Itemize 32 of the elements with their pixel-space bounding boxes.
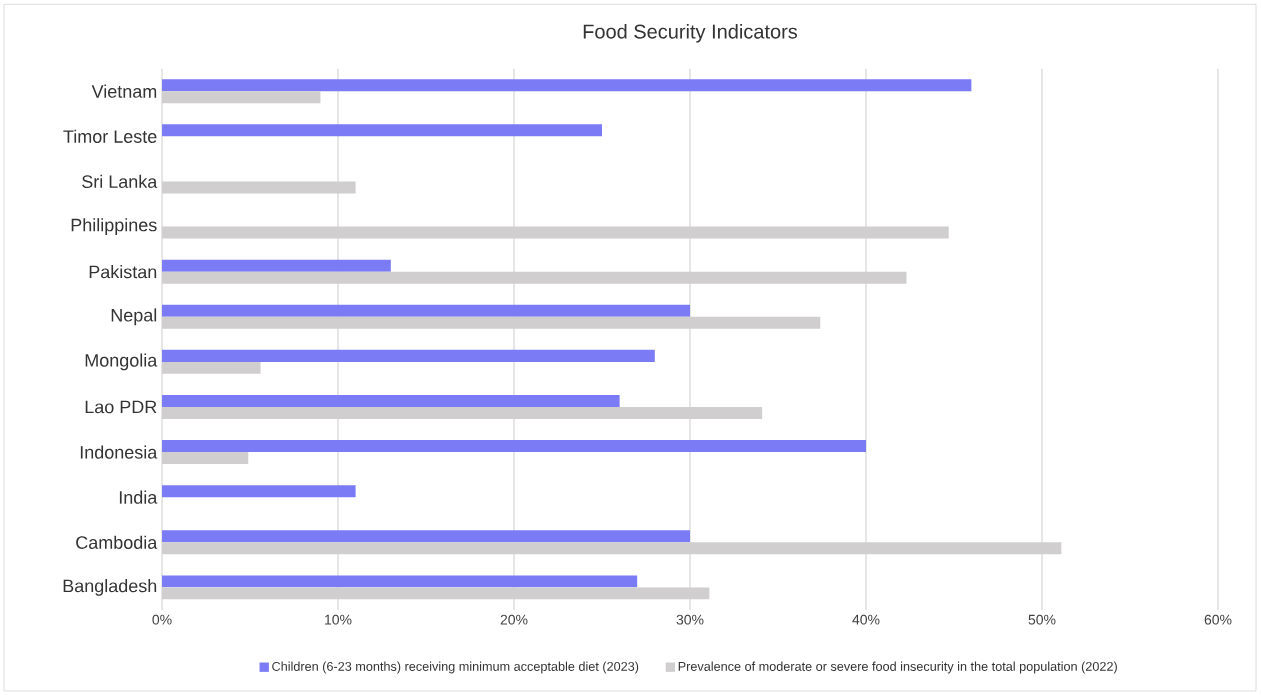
bar bbox=[162, 530, 690, 543]
bar bbox=[162, 124, 602, 137]
x-tick-label: 60% bbox=[1204, 614, 1232, 625]
legend-label: Prevalence of moderate or severe food insecurity in the total population (2022) bbox=[678, 661, 1117, 674]
x-tick-label: 10% bbox=[325, 614, 352, 625]
x-tick-label: 0% bbox=[152, 614, 172, 625]
bar bbox=[162, 440, 866, 453]
bar bbox=[162, 575, 638, 588]
legend-label: Children (6-23 months) receiving minimum acceptable diet (2023) bbox=[272, 661, 639, 674]
y-tick-label: Pakistan bbox=[89, 265, 157, 279]
bar bbox=[162, 259, 391, 272]
x-tick-label: 30% bbox=[676, 614, 704, 625]
y-tick-label: Indonesia bbox=[80, 445, 158, 459]
x-tick-label: 50% bbox=[1028, 614, 1056, 625]
y-tick-label: Vietnam bbox=[91, 84, 157, 98]
y-tick-label: Cambodia bbox=[76, 535, 158, 549]
y-tick-label: Timor Leste bbox=[63, 129, 157, 143]
y-tick-label: Mongolia bbox=[85, 353, 158, 371]
x-tick-label: 20% bbox=[500, 614, 528, 625]
y-tick-label: Sri Lanka bbox=[82, 174, 158, 189]
x-tick-label: 40% bbox=[852, 614, 880, 625]
y-tick-label: Bangladesh bbox=[63, 579, 157, 596]
y-tick-label: Nepal bbox=[111, 308, 157, 326]
bar bbox=[162, 394, 620, 407]
bar bbox=[162, 79, 972, 92]
chart-title: Food Security Indicators bbox=[583, 23, 798, 43]
bar bbox=[162, 485, 356, 498]
y-tick-label: India bbox=[119, 490, 158, 504]
y-tick-label: Philippines bbox=[71, 218, 157, 235]
y-tick-label: Lao PDR bbox=[85, 400, 157, 414]
bar bbox=[162, 349, 655, 362]
bar bbox=[162, 304, 690, 317]
